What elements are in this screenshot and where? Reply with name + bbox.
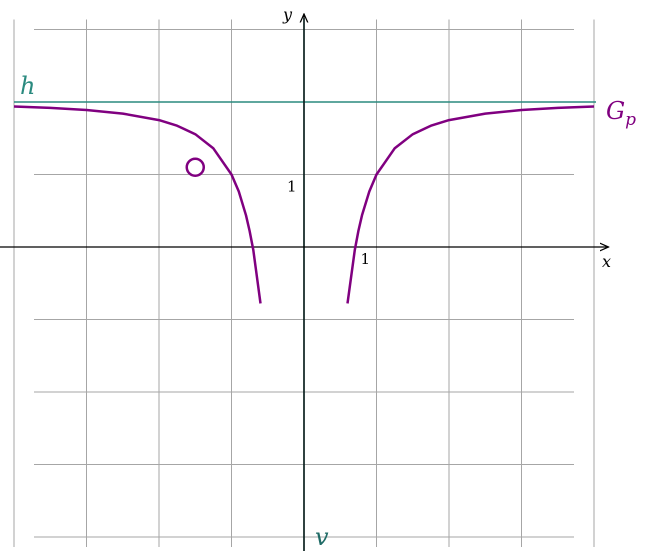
curve-right-branch (346, 105, 595, 304)
labels: h v x y 1 1 Gp (20, 5, 636, 551)
x-axis-label: x (602, 252, 611, 271)
horizontal-asymptote-label: h (20, 72, 35, 100)
y-tick-label: 1 (287, 178, 297, 196)
curves (13, 105, 595, 304)
asymptotes (14, 18, 596, 551)
curve-label: Gp (606, 97, 636, 130)
y-axis-label: y (282, 5, 293, 24)
vertical-asymptote-label: v (315, 523, 329, 551)
curve-left-branch (13, 105, 262, 304)
axes (0, 14, 609, 551)
open-point (185, 157, 205, 177)
x-tick-label: 1 (361, 250, 371, 268)
curve-label-subscript: p (625, 110, 636, 130)
